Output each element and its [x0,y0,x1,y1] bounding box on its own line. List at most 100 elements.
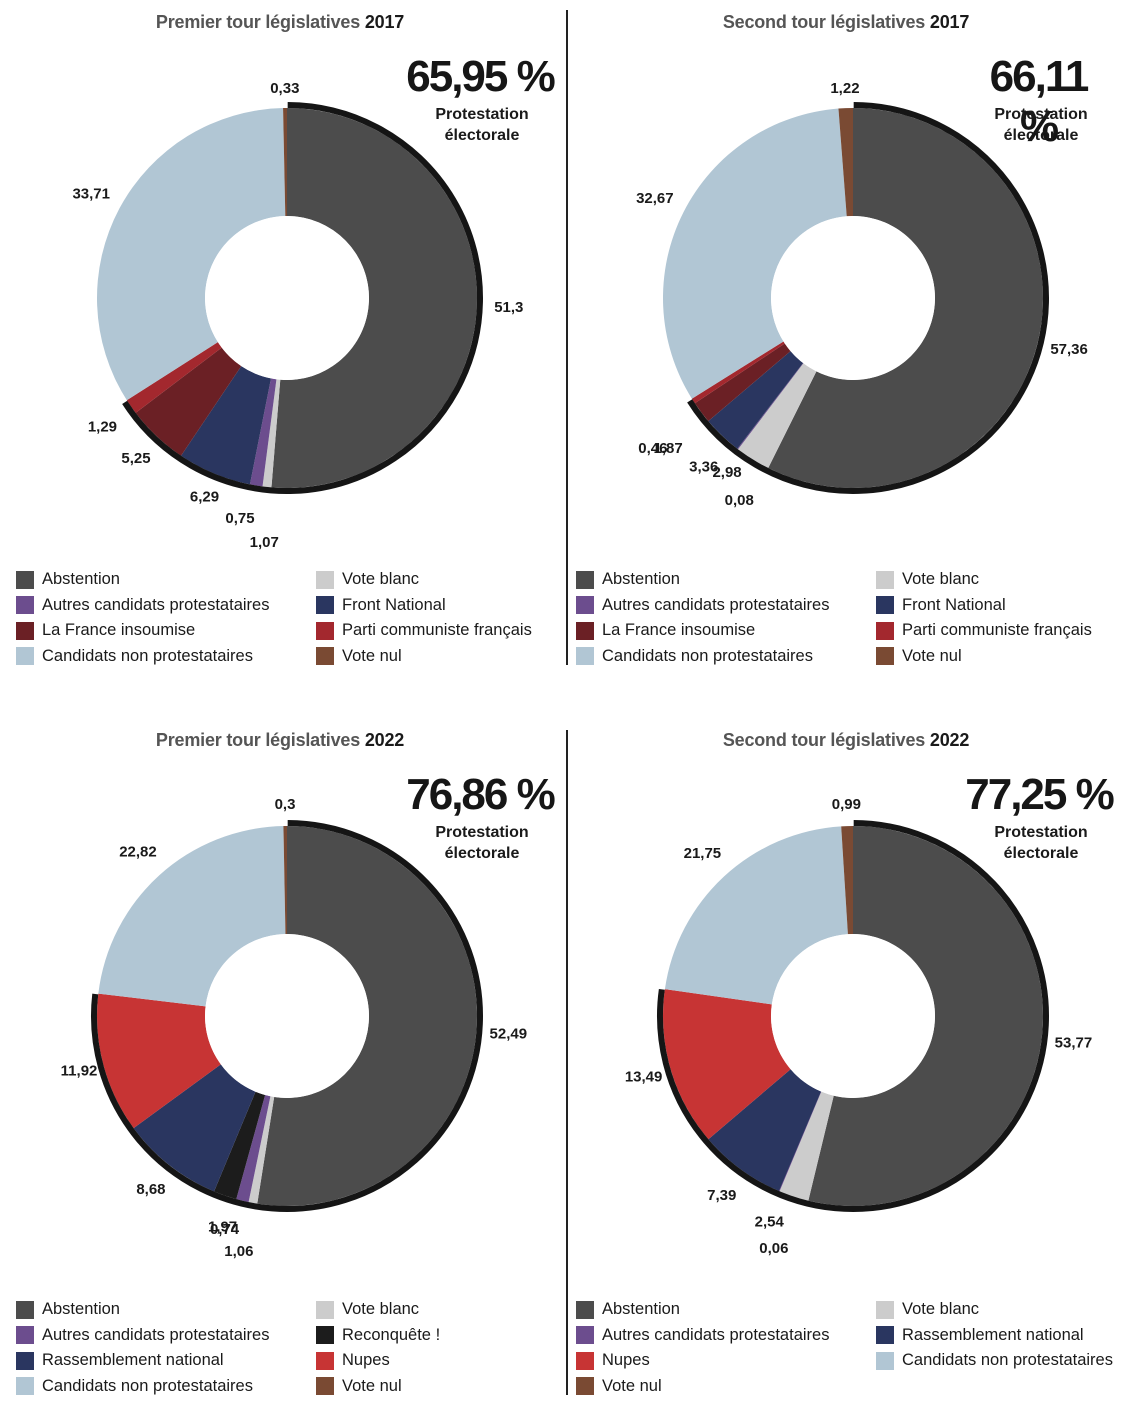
legend-swatch [16,570,34,589]
legend-label: Autres candidats protestataires [42,1325,270,1344]
legend-item-autres-candidats-protestataires: Autres candidats protestataires [16,596,269,615]
legend-label: Vote blanc [342,570,420,588]
chart-title: Premier tour législatives 2017 [0,12,560,33]
donut-chart: 52,49 0,74 1,06 1,97 8,68 11,92 22,82 0,3 [61,796,528,1260]
legend-label: Autres candidats protestataires [42,595,270,614]
legend-swatch [16,621,34,640]
slice-label-vote-blanc: 2,54 [755,1214,785,1231]
vertical-divider-bottom [566,730,568,1395]
slice-label-autres-candidats-protestataires: 0,06 [759,1240,788,1257]
headline-label: Protestation électorale [412,822,552,864]
legend: Abstention Autres candidats protestataire… [16,1300,556,1400]
donut-hole [205,216,369,380]
slice-label-rassemblement-national: 7,39 [707,1187,736,1204]
chart-title-prefix: Second tour législatives [722,12,926,32]
slice-label-vote-nul: 1,22 [830,80,859,97]
slice-vote-nul [841,826,853,935]
legend-swatch [876,596,894,614]
legend-swatch [576,621,594,640]
legend-label: Front National [342,595,446,614]
slice-nupes [663,989,791,1140]
legend-item-vote-blanc: Vote blanc [876,1300,979,1319]
donut-hole [205,934,369,1098]
slice-label-abstention: 51,3 [494,299,523,316]
legend-item-abstention: Abstention [16,570,120,589]
legend-item-nupes: Nupes [576,1351,650,1370]
chart-panel-premier-tour-2017: Premier tour législatives 2017 65,95 % P… [0,0,560,700]
legend-item-vote-nul: Vote nul [316,647,402,666]
legend-item-front-national: Front National [876,596,1006,615]
legend-swatch [16,1377,34,1395]
donut-slices [663,108,1043,488]
slice-label-vote-nul: 0,33 [270,80,299,97]
headline-label-line-2: électorale [1003,845,1079,862]
legend-swatch [876,647,894,665]
legend-swatch [576,647,594,665]
slice-abstention [271,107,478,488]
headline-label: Protestation électorale [971,822,1111,864]
legend-swatch [316,647,334,665]
slice-vote-blanc [248,1096,275,1204]
slice-label-reconquete: 1,97 [208,1218,237,1235]
legend-label: Abstention [42,570,120,588]
donut-chart: 53,77 2,54 0,06 7,39 13,49 21,75 0,99 [625,796,1092,1257]
legend-swatch [576,1351,594,1370]
headline-value: 65,95 % [406,52,555,101]
slice-vote-blanc [738,363,817,469]
slice-vote-blanc [779,1091,834,1201]
legend-item-nupes: Nupes [316,1351,390,1370]
legend-swatch [316,621,334,640]
legend-item-candidats-non-protestataires: Candidats non protestataires [16,1377,253,1396]
headline-label-line-1: Protestation [994,824,1088,841]
chart-panel-second-tour-2017: Second tour législatives 2017 66,11 % Pr… [566,0,1126,700]
protest-arc [657,820,1049,1212]
headline-label-line-2: électorale [444,127,520,144]
legend-label: Candidats non protestataires [902,1351,1113,1369]
legend-swatch [876,1326,894,1344]
legend-label: Autres candidats protestataires [602,595,830,614]
legend-label: La France insoumise [602,621,756,639]
legend-item-parti-communiste-francais: Parti communiste français [876,621,1092,640]
legend-label: Vote blanc [902,1300,980,1318]
donut-chart: 57,36 2,98 0,08 3,36 1,870,46 32,67 1,22 [636,80,1088,509]
slice-abstention [808,826,1043,1206]
slice-label-abstention: 57,36 [1050,341,1088,358]
legend-label: Rassemblement national [902,1325,1084,1344]
legend-item-candidats-non-protestataires: Candidats non protestataires [576,647,813,666]
slice-label-autres-candidats-protestataires: 1,06 [224,1243,253,1260]
legend-item-parti-communiste-francais: Parti communiste français [316,621,532,640]
legend-item-rassemblement-national: Rassemblement national [876,1326,1084,1345]
headline-label: Protestation électorale [412,104,552,146]
slice-label-nupes: 13,49 [625,1069,663,1086]
slice-label-parti-communiste-francais: 0,46 [638,440,667,457]
slice-label-candidats-non-protestataires: 33,71 [72,185,110,202]
slice-la-france-insoumise [694,343,791,422]
legend-swatch [316,570,334,589]
legend-label: Vote nul [602,1376,662,1395]
legend-swatch [316,1326,334,1344]
headline-label-line-1: Protestation [994,106,1088,123]
headline-label-line-2: électorale [1003,127,1079,144]
donut-slices [97,826,477,1206]
headline-value: 76,86 % [406,770,555,819]
legend-swatch [316,1351,334,1370]
slice-label-parti-communiste-francais: 1,29 [88,419,117,436]
legend-item-vote-blanc: Vote blanc [316,1300,419,1319]
slice-label-front-national: 3,36 [689,458,718,475]
slice-label-abstention: 52,49 [490,1025,528,1042]
slice-rassemblement-national [133,1064,256,1192]
headline-label: Protestation électorale [971,104,1111,146]
legend: Abstention Autres candidats protestataire… [576,570,1116,670]
legend-item-abstention: Abstention [16,1300,120,1319]
headline-label-line-2: électorale [444,845,520,862]
chart-title-prefix: Premier tour législatives [155,12,361,32]
legend: Abstention Autres candidats protestataire… [576,1300,1116,1400]
legend-swatch [576,570,594,589]
slice-vote-nul [283,826,287,935]
legend-label: Nupes [342,1351,390,1369]
slice-la-france-insoumise [135,347,242,456]
legend-swatch [876,621,894,640]
slice-front-national [181,366,272,485]
legend-label: Parti communiste français [342,621,532,639]
protest-arc [91,820,483,1212]
